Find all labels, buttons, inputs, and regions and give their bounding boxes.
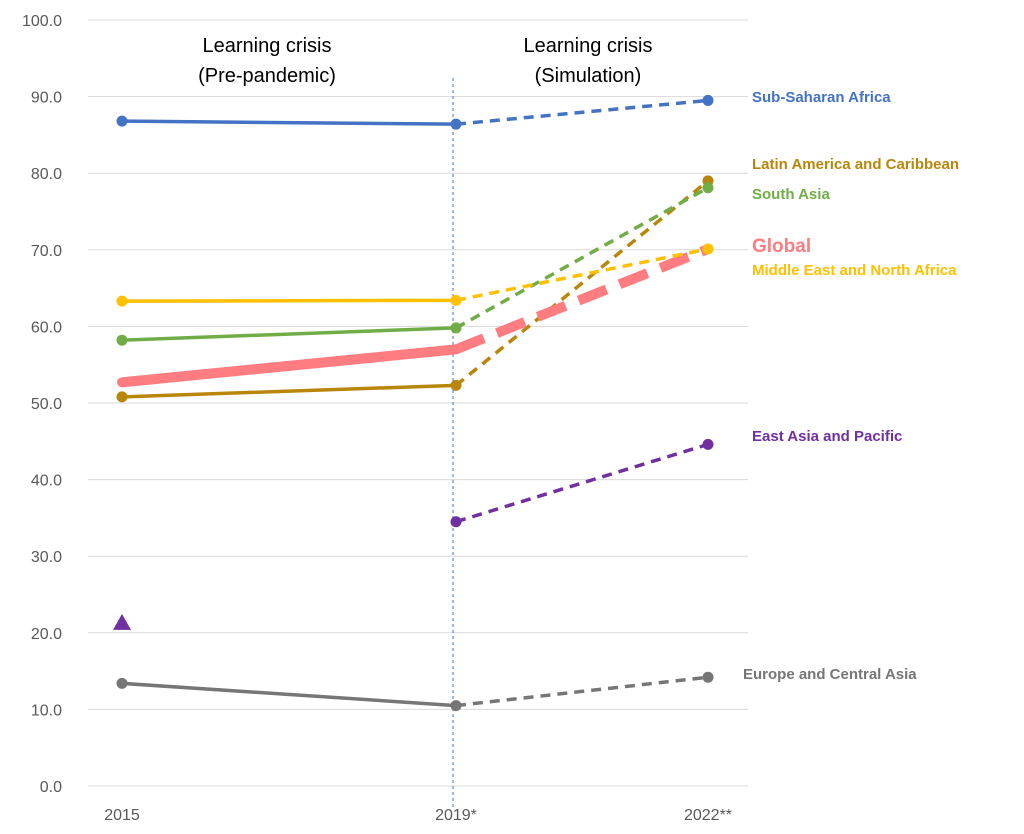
series-label-sub-saharan-africa: Sub-Saharan Africa: [752, 89, 891, 106]
series-point-south-asia: [116, 334, 128, 346]
series-line-south-asia-sim: [455, 186, 709, 330]
section-title-pre-line2: (Pre-pandemic): [198, 65, 336, 87]
y-tick-label: 30.0: [31, 549, 62, 566]
y-tick-label: 20.0: [31, 626, 62, 643]
series-label-middle-east-and-north-africa: Middle East and North Africa: [752, 262, 957, 279]
series-line-middle-east-and-north-africa-sim: [455, 247, 709, 303]
series-point-sub-saharan-africa: [702, 94, 714, 106]
series-line-sub-saharan-africa-pre: [120, 119, 458, 126]
series-line-middle-east-and-north-africa-pre: [120, 298, 458, 303]
grid-lines: [88, 19, 748, 787]
series-label-global: Global: [752, 236, 811, 257]
series-point-europe-and-central-asia: [450, 700, 462, 712]
series-line-europe-and-central-asia-sim: [455, 675, 709, 708]
x-tick-label: 2019*: [435, 807, 477, 824]
series-line-latin-america-and-caribbean-sim: [454, 179, 710, 387]
series-point-europe-and-central-asia: [116, 677, 128, 689]
series-line-europe-and-central-asia-pre: [120, 681, 458, 708]
series-point-middle-east-and-north-africa: [116, 295, 128, 307]
y-tick-label: 60.0: [31, 319, 62, 336]
series-point-south-asia: [702, 182, 714, 194]
section-title-sim-line2: (Simulation): [535, 65, 642, 87]
y-axis-tick-labels: 0.0 10.0 20.0 30.0 40.0 50.0 60.0 70.0 80.0 90.0 1…: [22, 13, 62, 796]
series-point-europe-and-central-asia: [702, 671, 714, 683]
y-tick-label: 80.0: [31, 166, 62, 183]
series-labels: Sub-Saharan Africa Latin America and Cari…: [743, 89, 959, 683]
series-point-latin-america-and-caribbean: [450, 379, 462, 391]
series-line-south-asia-pre: [120, 326, 458, 342]
annotations: [113, 613, 131, 630]
series-label-latin-america-and-caribbean: Latin America and Caribbean: [752, 156, 959, 173]
y-tick-label: 100.0: [22, 13, 62, 30]
x-tick-label: 2015: [104, 807, 140, 824]
series-point-sub-saharan-africa: [450, 118, 462, 130]
series-point-middle-east-and-north-africa: [450, 294, 462, 306]
series-line-east-asia-and-pacific-sim: [455, 442, 709, 524]
series-label-east-asia-and-pacific: East Asia and Pacific: [752, 428, 902, 445]
y-tick-label: 90.0: [31, 90, 62, 107]
y-tick-label: 50.0: [31, 396, 62, 413]
series-label-south-asia: South Asia: [752, 186, 830, 203]
series-point-south-asia: [450, 322, 462, 334]
y-tick-label: 0.0: [40, 779, 62, 796]
x-tick-label: 2022**: [684, 807, 732, 824]
series-line-sub-saharan-africa-sim: [455, 98, 709, 126]
triangle-marker-east-asia-and-pacific: [113, 613, 131, 630]
series-point-east-asia-and-pacific: [702, 438, 714, 450]
section-title-sim-line1: Learning crisis: [524, 35, 653, 57]
series-line-global-pre: [117, 344, 461, 388]
y-tick-label: 10.0: [31, 702, 62, 719]
series-point-latin-america-and-caribbean: [116, 391, 128, 403]
series-point-middle-east-and-north-africa: [702, 243, 714, 255]
series-label-europe-and-central-asia: Europe and Central Asia: [743, 666, 917, 683]
series-point-sub-saharan-africa: [116, 115, 128, 127]
section-titles: Learning crisis (Pre-pandemic) Learning …: [198, 35, 652, 87]
y-tick-label: 40.0: [31, 473, 62, 490]
series-lines: [117, 98, 710, 708]
series-line-latin-america-and-caribbean-pre: [120, 383, 458, 399]
y-tick-label: 70.0: [31, 243, 62, 260]
series-line-global-sim: [454, 244, 710, 355]
x-axis-tick-labels: 2015 2019* 2022**: [104, 807, 732, 824]
series-markers: [116, 94, 714, 712]
section-title-pre-line1: Learning crisis: [203, 35, 332, 57]
series-point-east-asia-and-pacific: [450, 516, 462, 528]
